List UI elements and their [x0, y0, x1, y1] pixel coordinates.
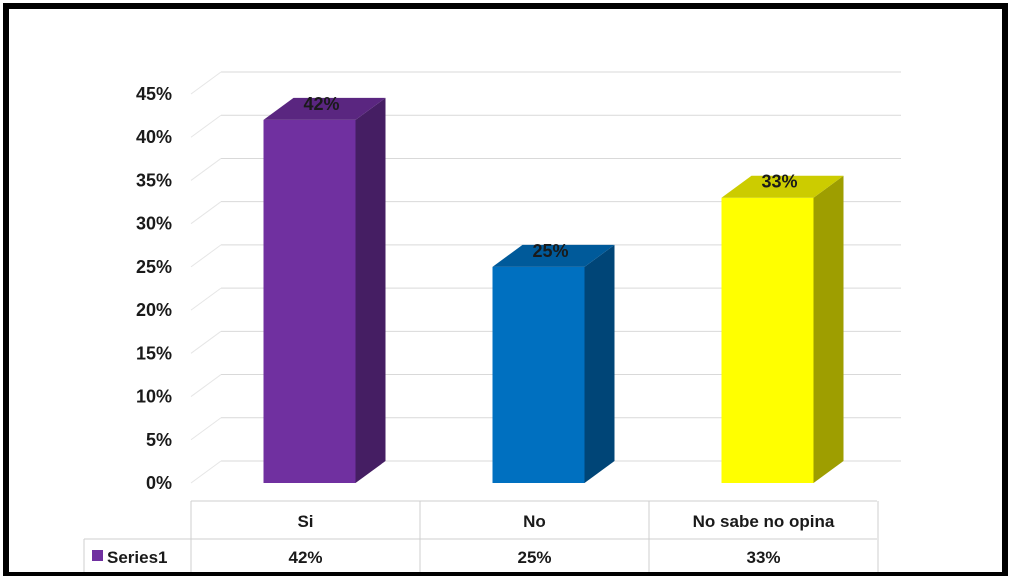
y-tick-label: 0%	[146, 473, 172, 493]
bar-side	[813, 175, 844, 483]
bar-side	[584, 244, 615, 483]
data-label: 33%	[761, 172, 797, 192]
gridline-side	[190, 201, 222, 225]
y-tick-label: 35%	[136, 170, 172, 190]
bar-front	[721, 197, 814, 483]
gridline-side	[190, 330, 222, 354]
y-tick-label: 30%	[136, 214, 172, 234]
gridline-side	[190, 71, 222, 95]
bar-top	[492, 244, 615, 267]
bar-0: 42%	[263, 94, 386, 483]
y-tick-label: 15%	[136, 343, 172, 363]
y-tick-label: 10%	[136, 387, 172, 407]
gridline-side	[190, 114, 222, 138]
table-value: 25%	[517, 548, 551, 567]
chart-svg: 0% 5% 10% 15% 20% 25% 30% 35% 40% 45% 42% 25% 33% Si 4…	[83, 71, 901, 572]
category-label: No sabe no opina	[693, 512, 835, 531]
gridline-side	[190, 460, 222, 484]
bar-front	[263, 119, 356, 483]
bar-2: 33%	[721, 172, 844, 483]
data-table: Si 42% No 25% No sabe no opina 33% Series1	[83, 500, 879, 572]
gridline-side	[190, 417, 222, 441]
data-label: 42%	[303, 94, 339, 114]
y-tick-label: 45%	[136, 84, 172, 104]
legend-key-label: Series1	[107, 548, 168, 567]
y-axis-ticks: 0% 5% 10% 15% 20% 25% 30% 35% 40% 45%	[136, 84, 172, 493]
category-label: Si	[297, 512, 313, 531]
category-label: No	[523, 512, 546, 531]
gridline-side	[190, 244, 222, 268]
table-value: 42%	[288, 548, 322, 567]
gridline-side	[190, 158, 222, 181]
bar-1: 25%	[492, 241, 615, 483]
gridline-side	[190, 287, 222, 311]
y-tick-label: 40%	[136, 127, 172, 147]
bar-side	[355, 97, 386, 483]
bar-front	[492, 266, 585, 483]
bar-top	[721, 175, 844, 198]
chart-frame: 0% 5% 10% 15% 20% 25% 30% 35% 40% 45% 42% 25% 33% Si 4…	[3, 3, 1008, 576]
data-label: 25%	[532, 241, 568, 261]
table-value: 33%	[746, 548, 780, 567]
legend-key-swatch	[92, 550, 103, 561]
bar-top	[263, 97, 386, 120]
y-tick-label: 25%	[136, 257, 172, 277]
gridline-side	[190, 374, 222, 397]
y-tick-label: 20%	[136, 300, 172, 320]
bars: 42% 25% 33%	[263, 94, 844, 483]
y-tick-label: 5%	[146, 430, 172, 450]
